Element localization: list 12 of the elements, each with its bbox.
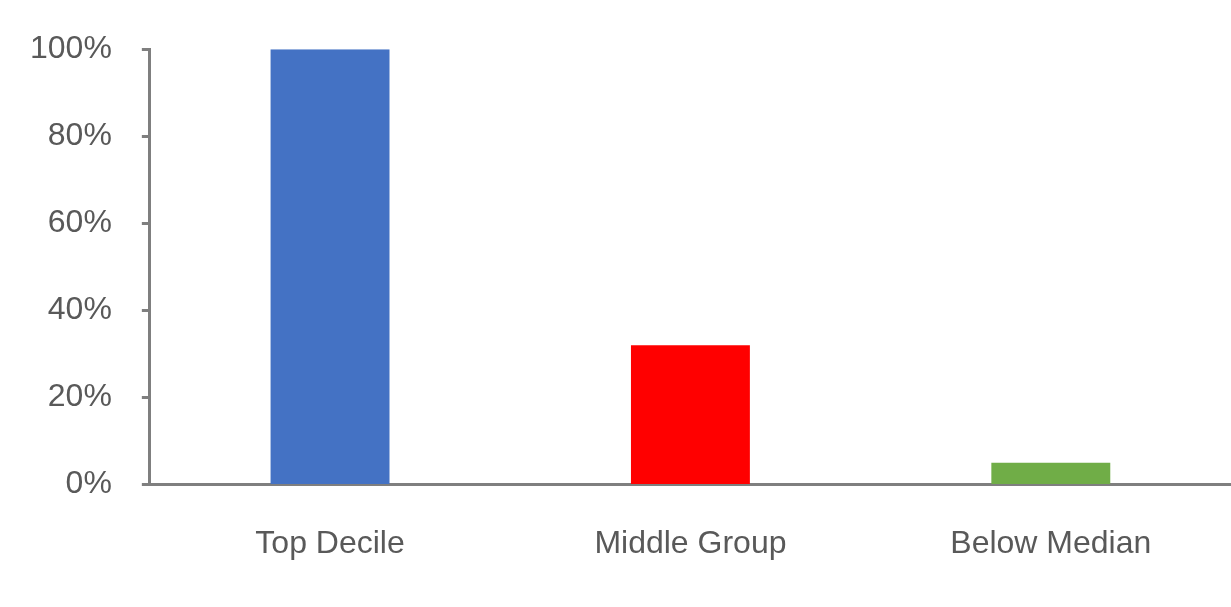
y-tick-label: 20% [47,377,112,414]
y-tick-label: 100% [30,29,112,66]
x-tick-label: Middle Group [594,523,787,560]
bar [630,345,750,485]
x-tick-label: Top Decile [255,523,405,560]
y-tick-label: 40% [47,290,112,327]
x-tick-label: Below Median [950,523,1152,560]
y-tick-label: 0% [65,464,112,501]
y-tick-label: 80% [47,116,112,153]
bar [270,49,390,485]
bar [991,462,1111,485]
y-tick-label: 60% [47,203,112,240]
